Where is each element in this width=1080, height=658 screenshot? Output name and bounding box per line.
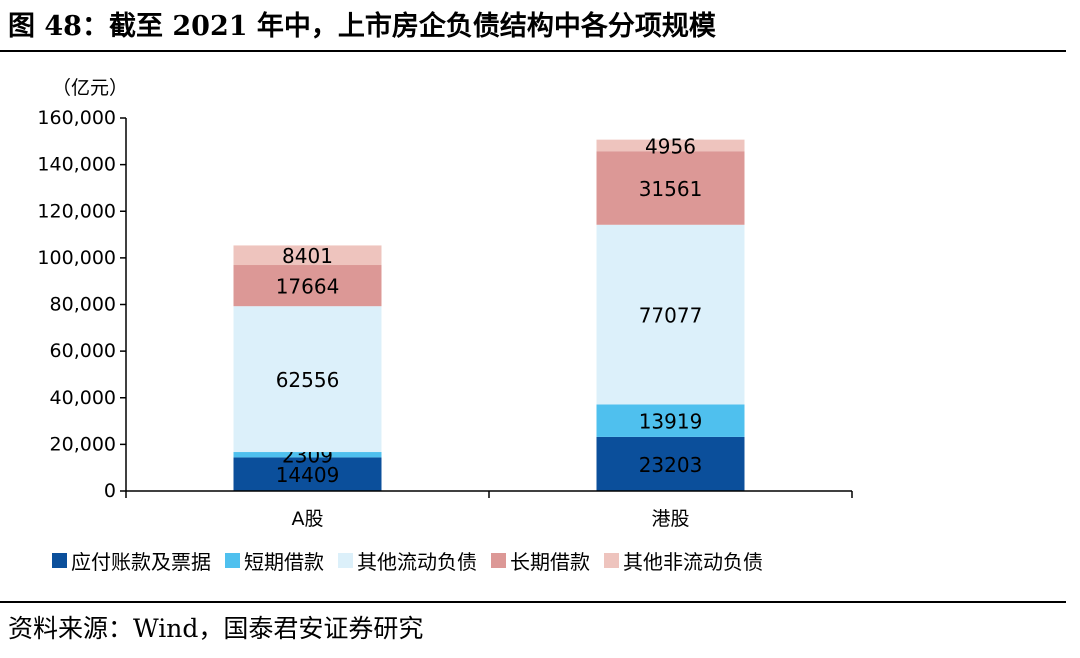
y-axis: 0 20,000 40,000 60,000 80,000 100,000 120,000 1…: [37, 107, 127, 502]
data-label: 62556: [276, 368, 340, 392]
bar-segment: [596, 436, 745, 491]
legend: 应付账款及票据 短期借款 其他流动负债 长期借款 其他非流动负债: [52, 546, 763, 575]
data-label: 17664: [276, 275, 340, 299]
legend-swatch: [604, 553, 619, 568]
legend-item: 短期借款: [225, 546, 324, 575]
data-label: 14409: [276, 463, 340, 487]
bar-segment: [233, 457, 382, 491]
bar-segment: [233, 306, 382, 453]
bar-segment: [596, 139, 745, 152]
legend-label: 应付账款及票据: [71, 550, 211, 574]
y-tick-label: 80,000: [50, 294, 116, 316]
legend-item: 其他非流动负债: [604, 546, 763, 575]
data-label: 4956: [645, 134, 696, 158]
data-label: 31561: [639, 177, 703, 201]
legend-label: 其他流动负债: [357, 550, 477, 574]
chart-title: 图 48：截至 2021 年中，上市房企负债结构中各分项规模: [8, 11, 716, 42]
source-note: 资料来源：Wind，国泰君安证券研究: [8, 614, 424, 643]
stacked-bar-chart: （亿元） 0 20,000 40,000 60,000 80,000 100,000 120…: [37, 77, 853, 530]
bars: 1440923096255617664840123203139197707731…: [233, 134, 745, 491]
top-rule: [0, 50, 1066, 52]
bar-segment: [233, 245, 382, 266]
legend-item: 长期借款: [491, 546, 590, 575]
legend-swatch: [52, 553, 67, 568]
data-label: 77077: [639, 304, 703, 328]
bar-segment: [233, 265, 382, 307]
legend-swatch: [225, 553, 240, 568]
unit-label: （亿元）: [52, 77, 128, 99]
legend-item: 应付账款及票据: [52, 546, 211, 575]
bottom-rule: [0, 601, 1066, 603]
y-tick-label: 20,000: [50, 433, 116, 455]
bar-segment: [596, 404, 745, 437]
legend-label: 其他非流动负债: [623, 550, 763, 574]
legend-swatch: [491, 553, 506, 568]
y-tick-label: 160,000: [37, 107, 116, 129]
x-category-label: A股: [292, 508, 324, 530]
data-label: 13919: [639, 410, 703, 434]
legend-label: 长期借款: [510, 550, 590, 574]
legend-item: 其他流动负债: [338, 546, 477, 575]
bar-segment: [233, 452, 382, 458]
y-tick-label: 40,000: [50, 387, 116, 409]
data-label: 8401: [282, 244, 333, 268]
y-tick-label: 60,000: [50, 340, 116, 362]
data-label: 23203: [639, 453, 703, 477]
y-tick-label: 0: [104, 480, 116, 502]
x-axis: A股 港股: [125, 490, 853, 530]
x-category-label: 港股: [651, 508, 689, 530]
y-tick-label: 100,000: [37, 247, 116, 269]
legend-label: 短期借款: [244, 550, 324, 574]
y-tick-label: 120,000: [37, 200, 116, 222]
y-tick-label: 140,000: [37, 154, 116, 176]
bar-segment: [596, 224, 745, 405]
legend-swatch: [338, 553, 353, 568]
bar-segment: [596, 151, 745, 225]
